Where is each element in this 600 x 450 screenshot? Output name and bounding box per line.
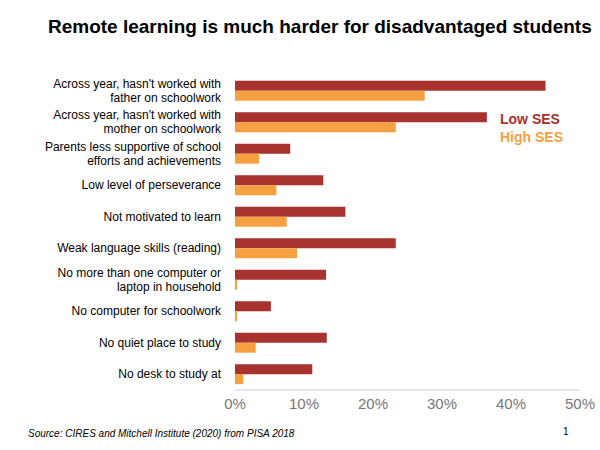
svg-text:Across year, hasn't worked wit: Across year, hasn't worked withfather on…	[53, 77, 222, 105]
svg-text:10%: 10%	[289, 395, 319, 412]
html-text:Low SES: Low SES	[500, 111, 560, 127]
svg-text:No desk to study at: No desk to study at	[118, 367, 221, 381]
html-text:High SES: High SES	[500, 129, 563, 145]
svg-text:Weak language skills (reading): Weak language skills (reading)	[57, 241, 221, 255]
svg-text:Low level of perseverance: Low level of perseverance	[82, 178, 222, 192]
svg-text:30%: 30%	[427, 395, 457, 412]
html-text:Source: CIRES and Mitchell Ins: Source: CIRES and Mitchell Institute (20…	[28, 428, 295, 439]
svg-text:No computer for schoolwork: No computer for schoolwork	[72, 304, 222, 318]
svg-text:No quiet place to study: No quiet place to study	[99, 336, 221, 350]
svg-text:20%: 20%	[358, 395, 388, 412]
html-text:Remote learning is much harder: Remote learning is much harder for disad…	[48, 16, 592, 37]
svg-text:40%: 40%	[496, 395, 526, 412]
svg-text:Across year, hasn't worked wit: Across year, hasn't worked withmother on…	[53, 108, 222, 136]
svg-text:Parents less supportive of sch: Parents less supportive of schoolefforts…	[45, 140, 221, 168]
svg-text:0%: 0%	[224, 395, 246, 412]
html-text:1: 1	[563, 426, 569, 437]
svg-text:No more than one computer orla: No more than one computer orlaptop in ho…	[58, 266, 221, 294]
svg-text:50%: 50%	[565, 395, 592, 412]
svg-text:Not motivated to learn: Not motivated to learn	[104, 210, 221, 224]
